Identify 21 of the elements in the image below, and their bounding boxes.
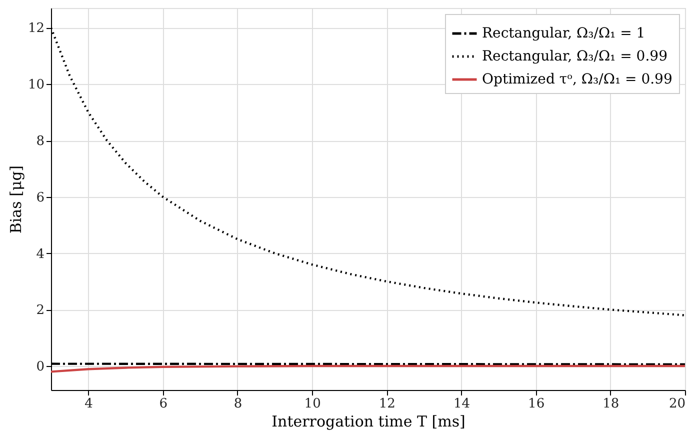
y-tick-label: 8 xyxy=(36,134,44,149)
y-axis-title: Bias [μg] xyxy=(6,165,25,234)
x-tick-label: 20 xyxy=(668,396,686,412)
y-tick-label: 10 xyxy=(28,78,44,93)
x-tick-label: 4 xyxy=(84,396,93,412)
x-tick-label: 12 xyxy=(378,396,396,412)
x-tick-label: 6 xyxy=(159,396,168,412)
legend-label: Rectangular, Ω₃/Ω₁ = 1 xyxy=(482,26,646,42)
legend-label: Optimized τᵒ, Ω₃/Ω₁ = 0.99 xyxy=(482,72,672,88)
y-tick-label: 6 xyxy=(36,190,44,206)
y-tick-label: 2 xyxy=(36,303,44,318)
x-tick-label: 18 xyxy=(602,396,620,412)
x-tick-label: 10 xyxy=(304,396,321,412)
y-tick-label: 4 xyxy=(36,246,44,262)
y-tick-label: 12 xyxy=(28,21,44,36)
x-tick-label: 16 xyxy=(528,396,545,412)
x-axis-title: Interrogation time T [ms] xyxy=(272,412,466,430)
y-tick-label: 0 xyxy=(36,360,44,375)
legend-label: Rectangular, Ω₃/Ω₁ = 0.99 xyxy=(482,48,668,64)
x-tick-label: 14 xyxy=(453,396,470,412)
x-tick-label: 8 xyxy=(234,396,242,412)
